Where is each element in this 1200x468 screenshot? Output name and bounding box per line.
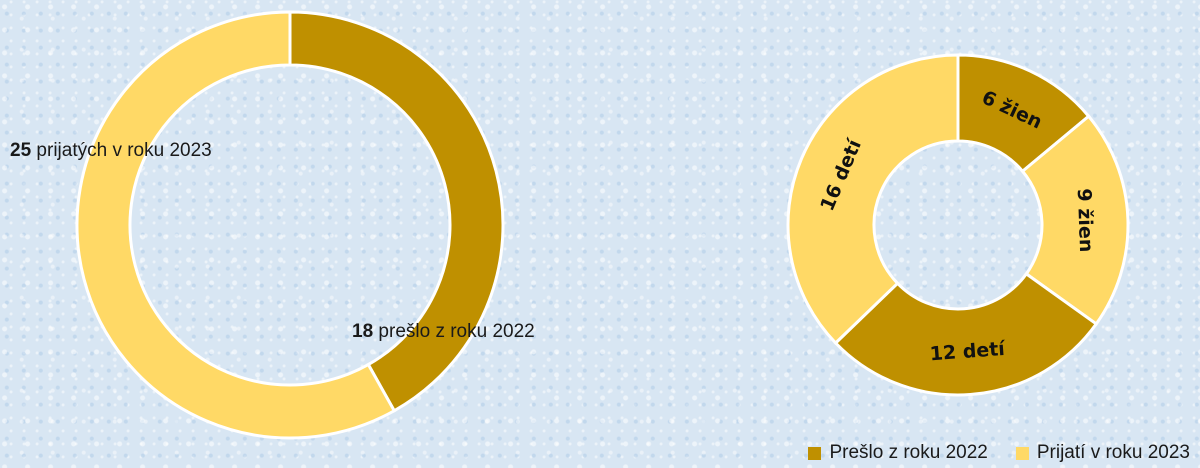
legend-swatch-preslo [808, 446, 822, 460]
data-label-1: 18 prešlo z roku 2022 [352, 321, 535, 342]
donut-chart-totals: 18 prešlo z roku 2022 25 prijatých v roku… [10, 10, 535, 440]
legend-label-prijati: Prijatí v roku 2023 [1036, 442, 1190, 463]
slice-4 [786, 53, 960, 346]
legend-swatch-prijati [1015, 446, 1029, 460]
legend-label-preslo: Prešlo z roku 2022 [829, 442, 988, 463]
data-label-2: 25 prijatých v roku 2023 [10, 140, 212, 161]
slice-label-2: 9 žien [1073, 188, 1097, 253]
slice-2 [1020, 114, 1130, 327]
legend-item-preslo: Prešlo z roku 2022 [808, 442, 988, 464]
legend-item-prijati: Prijatí v roku 2023 [1015, 442, 1190, 464]
legend: Prešlo z roku 2022 Prijatí v roku 2023 [808, 442, 1190, 464]
slice-3 [833, 271, 1099, 397]
slice-2 [75, 10, 397, 440]
slice-1 [288, 10, 505, 413]
